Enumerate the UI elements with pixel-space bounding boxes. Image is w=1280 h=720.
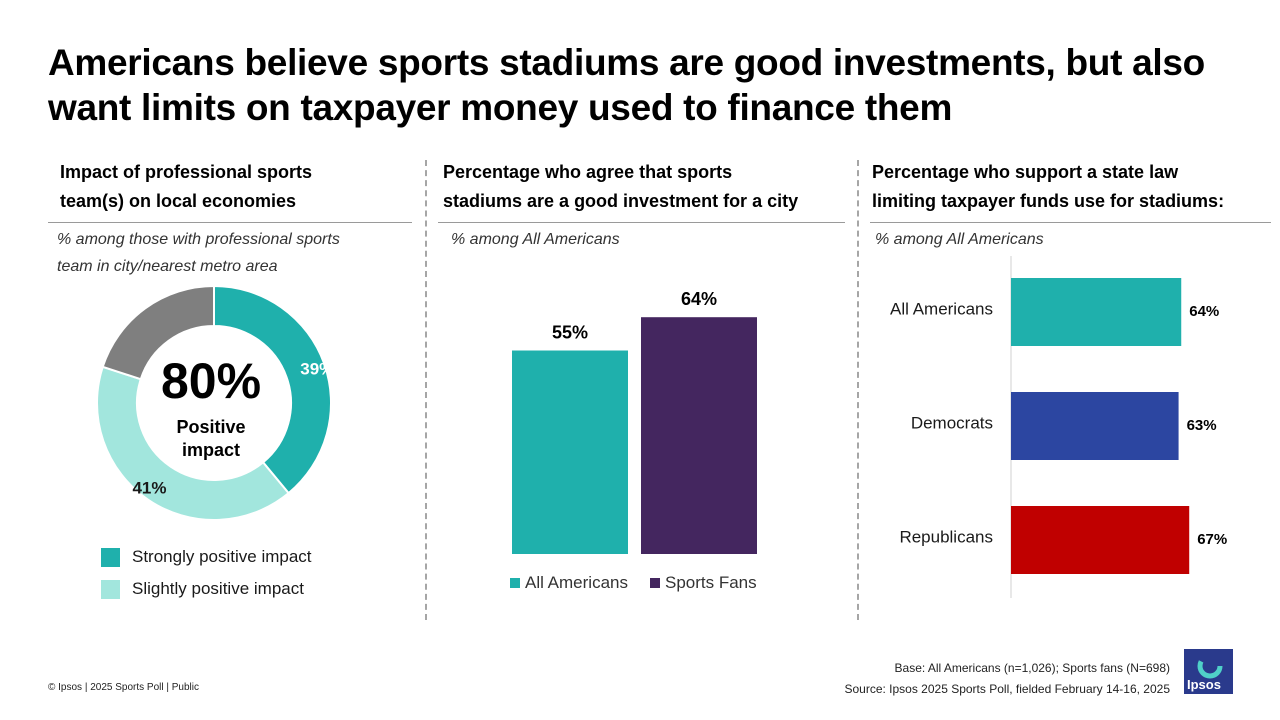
note-line: team in city/nearest metro area	[57, 258, 278, 275]
divider-right	[857, 160, 859, 620]
bar-value-label: 67%	[1197, 531, 1227, 548]
source-note: Source: Ipsos 2025 Sports Poll, fielded …	[844, 682, 1170, 696]
bar-value-label: 55%	[552, 323, 588, 343]
heading-line: limiting taxpayer funds use for stadiums…	[872, 191, 1225, 211]
donut-panel-note: % among those with professional sports t…	[57, 226, 417, 280]
bar-panel-note: % among All Americans	[451, 231, 620, 248]
legend-swatch	[101, 579, 120, 599]
donut-value-label: 41%	[132, 479, 166, 498]
heading-line: Impact of professional sports	[60, 162, 313, 182]
donut-slice	[96, 365, 290, 521]
heading-line: Percentage who agree that sports	[443, 162, 733, 182]
legend-label: Slightly positive impact	[132, 579, 304, 598]
vertical-bar-chart: 55% 64%	[512, 289, 757, 554]
divider-left	[425, 160, 427, 620]
bar-panel-heading: Percentage who agree that sports stadium…	[443, 158, 853, 216]
legend-swatch	[649, 578, 660, 588]
donut-center-label: Positive	[176, 417, 245, 437]
donut-value-label: 39%	[300, 360, 334, 379]
bar-value-label: 64%	[1189, 303, 1219, 320]
donut-panel-heading: Impact of professional sports team(s) on…	[60, 158, 410, 216]
donut-center-label: impact	[182, 440, 240, 460]
legend-swatch	[101, 547, 120, 567]
heading-line: team(s) on local economies	[60, 191, 297, 211]
bar	[512, 350, 628, 554]
note-line: % among those with professional sports	[57, 231, 340, 248]
category-label: Democrats	[911, 413, 993, 432]
donut-slice	[213, 284, 332, 495]
bar	[1011, 278, 1182, 346]
hbar-panel-note: % among All Americans	[875, 231, 1044, 248]
logo-mark-icon	[1197, 653, 1223, 679]
category-label: All Americans	[890, 299, 993, 318]
donut-slice	[101, 284, 215, 381]
donut-legend-item: Strongly positive impact	[101, 547, 312, 567]
bar-legend: All Americans Sports Fans	[510, 573, 757, 593]
bar	[641, 317, 757, 554]
bar	[1011, 506, 1190, 574]
panel-rule	[48, 222, 412, 223]
ipsos-logo: Ipsos	[1184, 649, 1233, 694]
hbar-panel-heading: Percentage who support a state law limit…	[872, 158, 1272, 216]
page-title: Americans believe sports stadiums are go…	[48, 42, 1205, 128]
logo-text: Ipsos	[1187, 677, 1221, 692]
donut-legend-item: Slightly positive impact	[101, 579, 304, 599]
category-label: Republicans	[899, 527, 993, 546]
copyright-footer: © Ipsos | 2025 Sports Poll | Public	[48, 682, 199, 693]
horizontal-bar-chart: All Americans 64% Democrats 63% Republicans 6…	[890, 256, 1227, 598]
legend-swatch	[510, 578, 520, 588]
donut-chart: 39% 41% 80% Positive impact	[96, 284, 334, 521]
heading-line: stadiums are a good investment for a cit…	[443, 191, 799, 211]
panel-rule	[870, 222, 1271, 223]
donut-center-value: 80%	[161, 353, 261, 409]
bar-value-label: 63%	[1187, 417, 1217, 434]
bar	[1011, 392, 1179, 460]
legend-label: Sports Fans	[664, 573, 757, 592]
panel-rule	[438, 222, 845, 223]
legend-label: Strongly positive impact	[132, 547, 312, 566]
heading-line: Percentage who support a state law	[872, 162, 1179, 182]
legend-label: All Americans	[525, 573, 628, 592]
bar-value-label: 64%	[681, 289, 717, 309]
base-note: Base: All Americans (n=1,026); Sports fa…	[894, 661, 1170, 675]
